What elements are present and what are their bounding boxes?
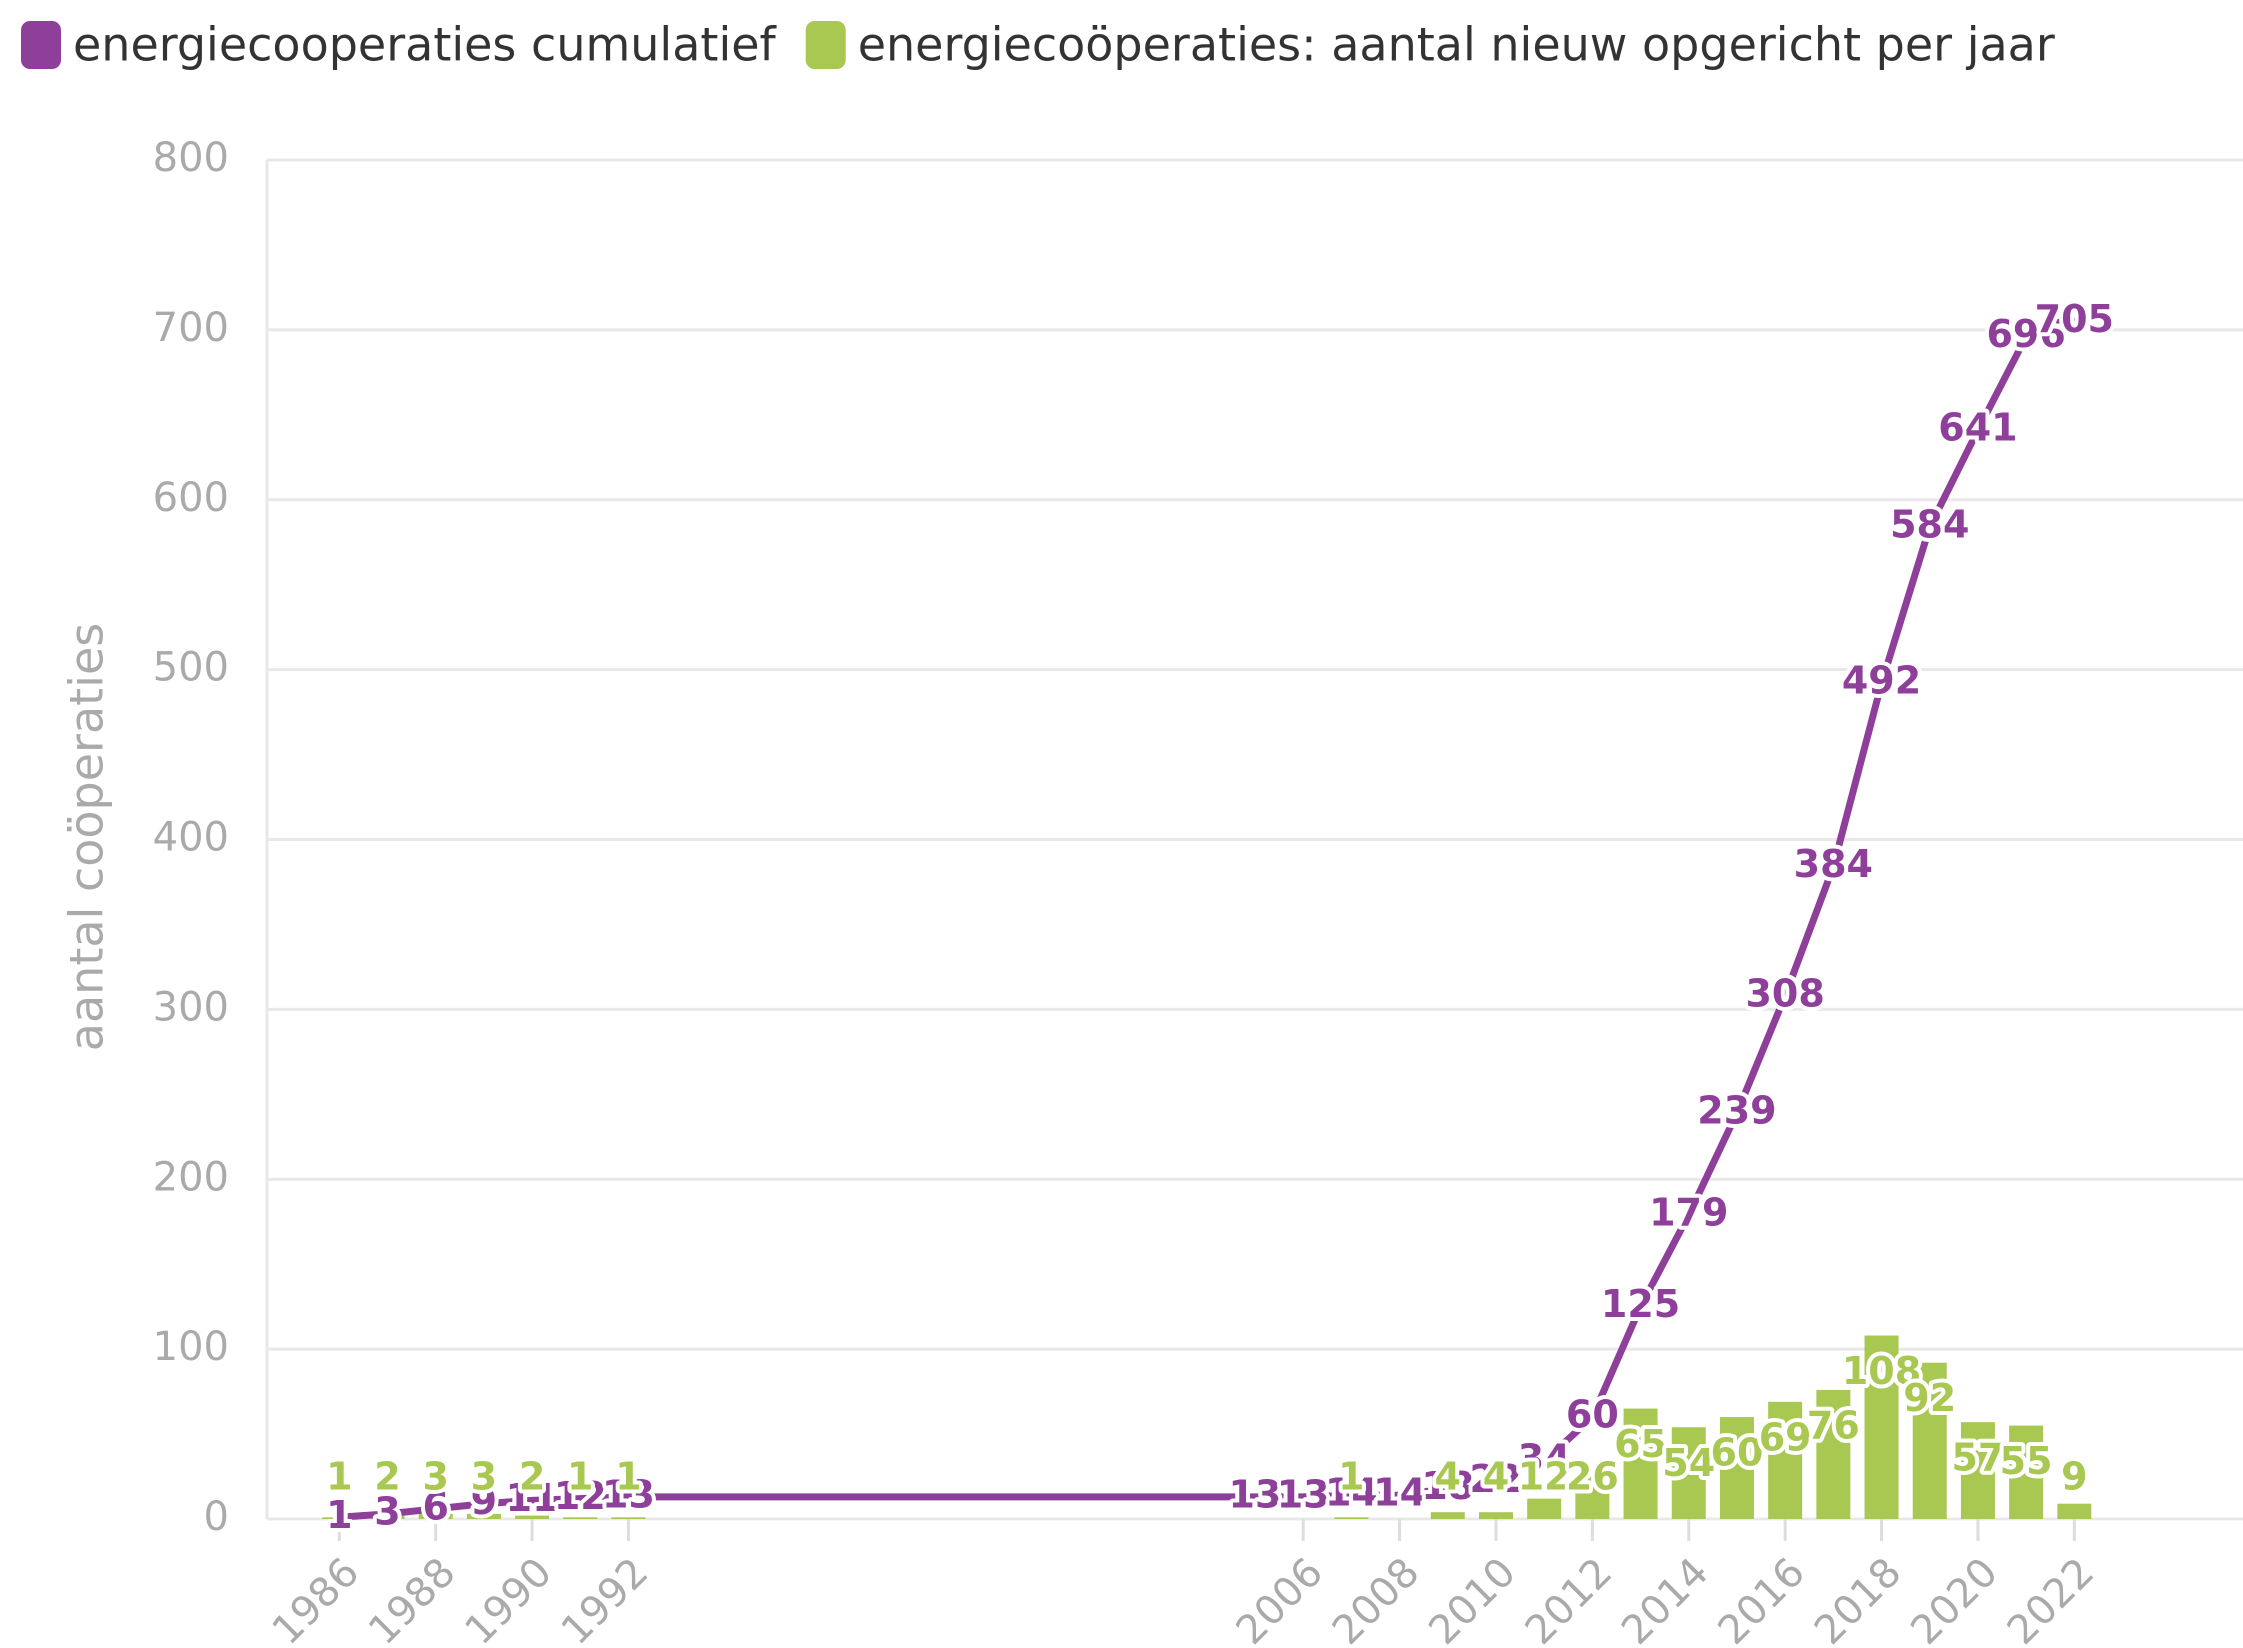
- x-tick-label: 2022: [1999, 1549, 2104, 1648]
- data-label: 384: [1794, 842, 1873, 886]
- data-label: 1: [326, 1455, 352, 1499]
- data-label: 584: [1890, 502, 1969, 546]
- bar: [1478, 1512, 1513, 1519]
- data-label: 57: [1951, 1436, 2004, 1480]
- data-label: 9: [2061, 1455, 2087, 1499]
- data-label: 18: [1421, 1464, 1474, 1508]
- data-label: 125: [1601, 1282, 1680, 1326]
- bar: [611, 1517, 646, 1519]
- data-label: 492: [1842, 659, 1921, 703]
- bar: [1768, 1401, 1803, 1519]
- x-tick-label: 2010: [1420, 1549, 1525, 1648]
- data-label: 1: [567, 1455, 593, 1499]
- x-tick-label: 2006: [1228, 1549, 1333, 1648]
- data-label: 3: [374, 1489, 400, 1533]
- x-tick-label: 1992: [553, 1549, 658, 1648]
- y-tick-label: 100: [153, 1324, 229, 1370]
- y-tick-label: 700: [153, 305, 229, 351]
- x-tick-label: 2012: [1517, 1549, 1622, 1648]
- data-label: 14: [1373, 1471, 1426, 1515]
- y-tick-label: 0: [204, 1494, 229, 1540]
- bar: [2057, 1503, 2092, 1519]
- bar: [1912, 1362, 1947, 1519]
- legend-swatch: [21, 21, 61, 69]
- y-tick-label: 500: [153, 645, 229, 691]
- data-label: 179: [1649, 1190, 1728, 1234]
- data-label: 92: [1903, 1376, 1956, 1420]
- data-label: 60: [1566, 1393, 1619, 1437]
- data-label: 12: [554, 1474, 607, 1518]
- y-tick-label: 200: [153, 1154, 229, 1200]
- x-tick-label: 1990: [456, 1549, 561, 1648]
- data-label: 22: [1470, 1457, 1523, 1501]
- data-label: 2: [374, 1455, 400, 1499]
- y-tick-label: 800: [153, 135, 229, 181]
- bar: [1671, 1427, 1706, 1519]
- x-tick-label: 2014: [1613, 1549, 1718, 1648]
- bar: [515, 1515, 550, 1519]
- data-label: 9: [471, 1479, 497, 1523]
- data-label: 696: [1986, 312, 2065, 356]
- data-label: 12: [1518, 1455, 1571, 1499]
- data-label: 69: [1759, 1415, 1812, 1459]
- y-tick-label: 300: [153, 984, 229, 1030]
- bar: [1623, 1408, 1658, 1519]
- data-label: 108: [1842, 1349, 1921, 1393]
- bar: [1575, 1474, 1610, 1519]
- legend-swatch: [805, 21, 846, 69]
- data-label: 2: [519, 1455, 545, 1499]
- x-tick-label: 2018: [1806, 1549, 1911, 1648]
- data-label: 1: [326, 1493, 352, 1537]
- data-label: 14: [1325, 1471, 1378, 1515]
- data-label: 6: [422, 1484, 448, 1528]
- data-label: 308: [1745, 971, 1824, 1015]
- bar: [1960, 1422, 1995, 1519]
- x-tick-label: 2016: [1709, 1549, 1814, 1648]
- y-tick-label: 600: [153, 475, 229, 521]
- bar: [1334, 1517, 1369, 1519]
- data-label: 1: [1338, 1455, 1364, 1499]
- bar: [418, 1513, 453, 1519]
- data-label: 3: [422, 1455, 448, 1499]
- bar: [1430, 1512, 1465, 1519]
- bar: [1816, 1389, 1851, 1519]
- bar: [2009, 1425, 2044, 1519]
- data-label: 4: [1435, 1455, 1461, 1499]
- x-tick-label: 1986: [264, 1549, 369, 1648]
- data-label: 4: [1483, 1455, 1509, 1499]
- legend-label: energiecoöperaties: aantal nieuw opgeric…: [858, 18, 2055, 72]
- bar: [1719, 1417, 1754, 1519]
- line: [335, 317, 2078, 1521]
- data-label: 54: [1662, 1441, 1715, 1485]
- bar: [466, 1513, 501, 1519]
- data-label: 26: [1566, 1455, 1619, 1499]
- data-label: 65: [1614, 1422, 1667, 1466]
- x-tick-label: 2008: [1324, 1549, 1429, 1648]
- data-label: 76: [1807, 1403, 1860, 1447]
- data-label: 239: [1697, 1088, 1776, 1132]
- x-tick-label: 1988: [360, 1549, 465, 1648]
- data-label: 13: [1277, 1472, 1330, 1516]
- bar: [1527, 1498, 1562, 1519]
- data-label: 3: [471, 1455, 497, 1499]
- data-label: 705: [2035, 297, 2114, 341]
- data-label: 641: [1938, 406, 2017, 450]
- bar: [563, 1517, 598, 1519]
- data-label: 13: [1229, 1472, 1282, 1516]
- y-axis-title: aantal coöperaties: [60, 623, 114, 1051]
- y-tick-label: 400: [153, 815, 229, 861]
- bar: [1864, 1335, 1899, 1519]
- data-label: 11: [506, 1476, 559, 1520]
- x-tick-label: 2020: [1902, 1549, 2007, 1648]
- data-label: 55: [2000, 1439, 2053, 1483]
- data-label: 1: [615, 1455, 641, 1499]
- legend-label: energiecooperaties cumulatief: [73, 18, 778, 72]
- data-label: 60: [1711, 1431, 1764, 1475]
- data-label: 13: [602, 1472, 655, 1516]
- data-label: 34: [1518, 1437, 1571, 1481]
